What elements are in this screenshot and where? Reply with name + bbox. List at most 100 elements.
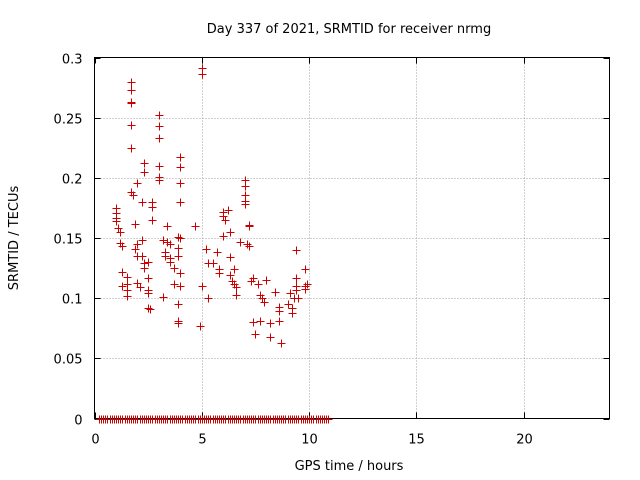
data-point (198, 70, 207, 79)
data-point (266, 319, 275, 328)
data-point (226, 271, 235, 280)
data-point (129, 191, 138, 200)
data-point (202, 245, 211, 254)
data-point (155, 176, 164, 185)
y-tick-label: 0.15 (54, 233, 83, 248)
data-point (275, 317, 284, 326)
data-point (176, 153, 185, 162)
data-point (174, 300, 183, 309)
data-point (131, 220, 140, 229)
data-point (116, 228, 125, 237)
y-tick-label: 0.05 (54, 353, 83, 368)
data-point (140, 168, 149, 177)
data-point (236, 238, 245, 247)
data-point (118, 242, 127, 251)
grid (94, 57, 610, 419)
data-point (161, 252, 170, 261)
data-point (170, 264, 179, 273)
data-point (138, 252, 147, 261)
data-point (112, 217, 121, 226)
data-point (292, 246, 301, 255)
data-point (288, 309, 297, 318)
data-point (140, 264, 149, 273)
data-point (144, 289, 153, 298)
data-point (277, 339, 286, 348)
data-point (232, 291, 241, 300)
data-point (174, 252, 183, 261)
data-point (292, 274, 301, 283)
data-point (114, 224, 123, 233)
data-point (230, 265, 239, 274)
data-point (144, 274, 153, 283)
data-point (260, 298, 269, 307)
data-point (138, 236, 147, 245)
x-tick-label: 10 (301, 433, 318, 448)
data-point (155, 134, 164, 143)
data-point (163, 222, 172, 231)
y-tick-label: 0 (74, 414, 82, 429)
data-point (123, 273, 132, 282)
data-point (127, 78, 136, 87)
data-point (133, 179, 142, 188)
data-point (258, 294, 267, 303)
chart-title: Day 337 of 2021, SRMTID for receiver nrm… (207, 22, 491, 37)
data-point (133, 240, 142, 249)
y-tick-label: 0.3 (62, 53, 83, 68)
data-point (251, 330, 260, 339)
data-point (243, 240, 252, 249)
data-point (127, 144, 136, 153)
data-point (284, 300, 293, 309)
data-point (262, 276, 271, 285)
data-point (148, 203, 157, 212)
data-point (127, 99, 136, 108)
data-point (144, 304, 153, 313)
data-point (241, 200, 250, 209)
data-point (232, 283, 241, 292)
data-point (219, 232, 228, 241)
data-point (209, 259, 218, 268)
y-tick-label: 0.25 (54, 113, 83, 128)
data-point (140, 159, 149, 168)
data-point (249, 274, 258, 283)
data-points (95, 64, 333, 424)
data-point (256, 317, 265, 326)
data-point (213, 248, 222, 257)
data-point (301, 285, 310, 294)
data-point (271, 288, 280, 297)
data-point (292, 286, 301, 295)
data-point (226, 253, 235, 262)
data-point (155, 162, 164, 171)
data-point (226, 228, 235, 237)
data-point (294, 294, 303, 303)
data-point (204, 294, 213, 303)
data-point (146, 305, 155, 314)
data-point (221, 216, 230, 225)
data-point (176, 269, 185, 278)
data-point (176, 179, 185, 188)
y-tick-label: 0.2 (62, 173, 83, 188)
data-point (127, 121, 136, 130)
data-point (191, 222, 200, 231)
data-point (303, 280, 312, 289)
data-point (144, 258, 153, 267)
data-point (123, 292, 132, 301)
data-point (159, 236, 168, 245)
data-point (249, 318, 258, 327)
data-point (174, 233, 183, 242)
data-point (155, 122, 164, 131)
data-point (155, 111, 164, 120)
x-tick-label: 0 (91, 433, 99, 448)
data-point (324, 415, 333, 424)
data-point (215, 269, 224, 278)
data-point (275, 307, 284, 316)
data-point (198, 282, 207, 291)
data-point (131, 245, 140, 254)
y-tick-label: 0.1 (62, 293, 83, 308)
data-point (301, 265, 310, 274)
x-tick-label: 15 (408, 433, 425, 448)
data-point (170, 280, 179, 289)
y-axis-label: SRMTID / TECUs (7, 186, 22, 291)
data-point (245, 242, 254, 251)
x-tick-labels: 0 5 10 15 20 (91, 433, 532, 448)
